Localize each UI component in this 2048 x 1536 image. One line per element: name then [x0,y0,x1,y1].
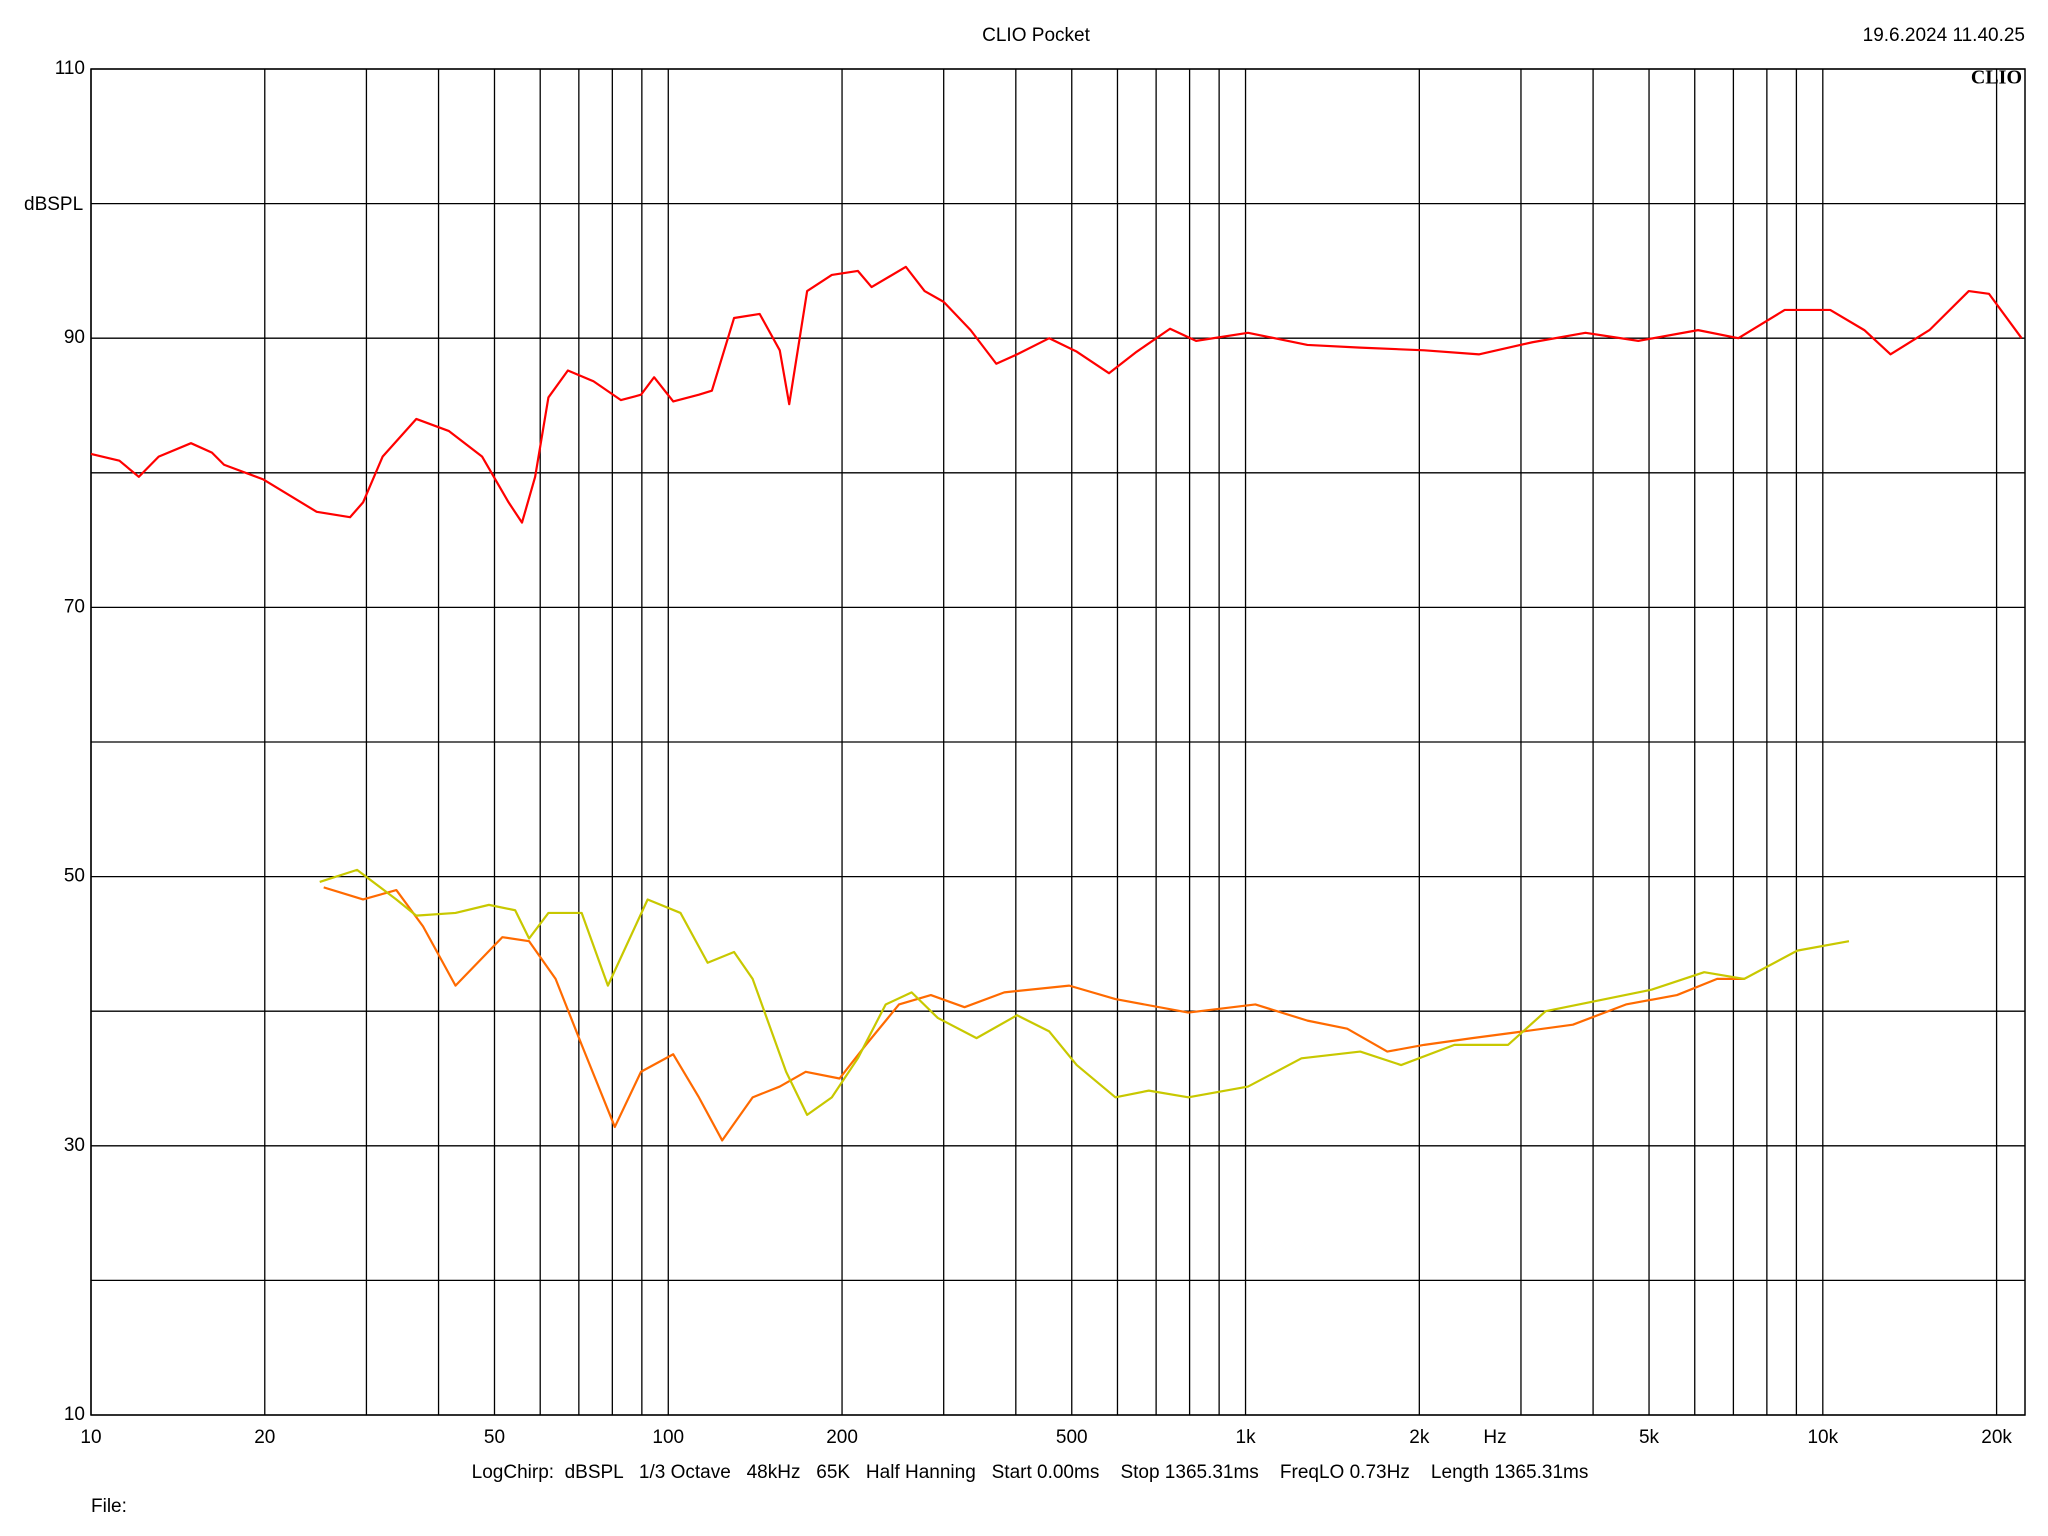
x-tick-label: 50 [484,1427,505,1448]
x-axis-label: Hz [1483,1427,1506,1448]
x-tick-label: 100 [652,1427,684,1448]
x-tick-label: 5k [1639,1427,1660,1448]
y-tick-label: 110 [55,58,85,79]
timestamp: 19.6.2024 11.40.25 [1863,25,2025,46]
y-tick-label: 10 [64,1404,85,1425]
series-line [319,868,1850,1116]
x-tick-label: 10k [1807,1427,1838,1448]
x-tick-label: 200 [826,1427,858,1448]
y-tick-label: 50 [64,866,85,887]
series-line [323,886,1745,1142]
x-tick-label: 20k [1981,1427,2012,1448]
file-label: File: [91,1496,127,1517]
y-axis-label: dBSPL [24,194,83,215]
x-tick-label: 10 [80,1427,101,1448]
x-tick-label: 2k [1409,1427,1430,1448]
y-tick-label: 30 [64,1135,85,1156]
y-tick-label: 90 [64,327,85,348]
chart-title: CLIO Pocket [982,25,1090,46]
footer: LogChirp: dBSPL 1/3 Octave 48kHz 65K Hal… [472,1462,1589,1483]
series-line [90,265,2023,524]
x-tick-label: 20 [254,1427,275,1448]
x-tick-label: 1k [1236,1427,1257,1448]
x-tick-label: 500 [1056,1427,1088,1448]
y-tick-label: 70 [64,596,85,617]
